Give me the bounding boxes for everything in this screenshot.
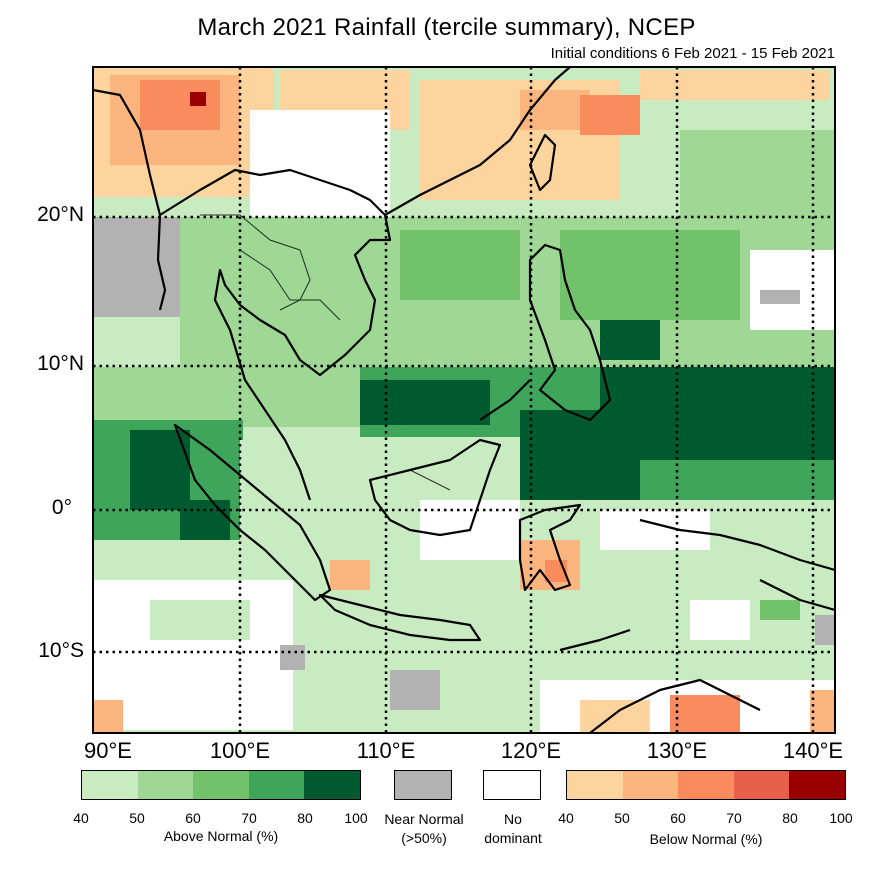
tick: 40: [73, 810, 89, 826]
graticule: [93, 67, 835, 733]
lon-label-100e: 100°E: [209, 738, 271, 763]
rainfall-regions: [93, 67, 835, 733]
map-title: March 2021 Rainfall (tercile summary), N…: [197, 14, 696, 41]
above-normal-caption: Above Normal (%): [163, 828, 279, 844]
borders: [200, 214, 451, 491]
lat-label-0: 0°: [51, 496, 72, 519]
near-normal-line2: (>50%): [401, 830, 447, 846]
below-normal-caption: Below Normal (%): [649, 831, 763, 847]
lat-label-20n: 20°N: [37, 203, 84, 226]
tick: 40: [558, 810, 574, 826]
no-dominant-caption: No dominant: [460, 810, 566, 848]
lon-label-140e: 140°E: [782, 738, 844, 763]
lat-label-10n: 10°N: [37, 352, 84, 375]
below-normal-segment-2: [678, 771, 734, 799]
tick: 100: [344, 810, 368, 826]
lon-label-110e: 110°E: [356, 738, 416, 763]
near-normal-swatch: [394, 770, 452, 800]
near-normal-line1: Near Normal: [384, 811, 464, 827]
above-normal-segment-1: [137, 771, 194, 799]
below-normal-segment-1: [622, 771, 679, 799]
no-dominant-swatch: [483, 770, 541, 800]
no-dominant-line2: dominant: [484, 830, 542, 846]
tick: 50: [129, 810, 145, 826]
map-subtitle: Initial conditions 6 Feb 2021 - 15 Feb 2…: [550, 45, 835, 62]
above-normal-segment-0: [82, 771, 138, 799]
tick: 60: [670, 810, 686, 826]
lon-label-130e: 130°E: [646, 738, 708, 763]
tick: 100: [829, 810, 853, 826]
map-frame: [92, 66, 836, 734]
above-normal-colorbar: [81, 770, 361, 800]
tick: 50: [614, 810, 630, 826]
below-normal-colorbar: [566, 770, 846, 800]
above-normal-segment-3: [248, 771, 305, 799]
tick: 70: [726, 810, 742, 826]
tick: 80: [297, 810, 313, 826]
tick: 60: [185, 810, 201, 826]
coastlines: [93, 67, 835, 733]
tick: 70: [241, 810, 257, 826]
lat-label-10s: 10°S: [38, 639, 84, 662]
no-dominant-line1: No: [504, 811, 522, 827]
near-normal-caption: Near Normal (>50%): [370, 810, 478, 848]
lon-label-120e: 120°E: [500, 738, 562, 763]
above-normal-segment-2: [193, 771, 249, 799]
lon-label-90e: 90°E: [84, 738, 132, 763]
below-normal-segment-0: [567, 771, 623, 799]
below-normal-segment-3: [733, 771, 790, 799]
above-normal-segment-4: [304, 771, 360, 799]
tick: 80: [782, 810, 798, 826]
below-normal-segment-4: [789, 771, 845, 799]
